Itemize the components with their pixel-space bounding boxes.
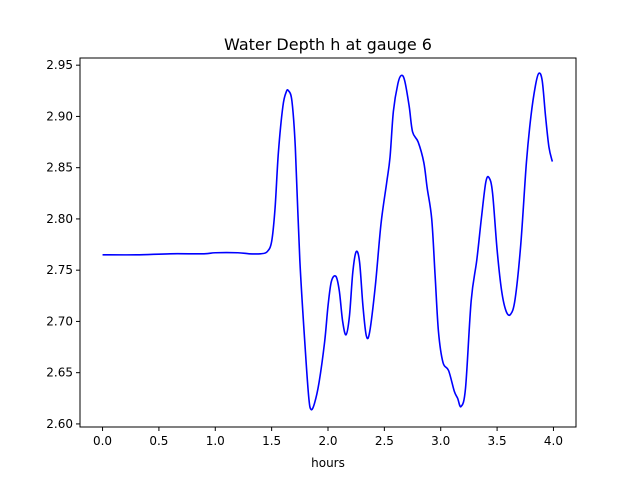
- x-axis: 0.0 0.5 1.0 1.5 2.0 2.5 3.0 3.5 4.0: [93, 427, 563, 448]
- y-tick-label: 2.95: [46, 58, 73, 72]
- x-tick-label: 2.5: [375, 434, 394, 448]
- x-tick-label: 1.0: [206, 434, 225, 448]
- series-line: [102, 72, 554, 411]
- y-tick-label: 2.85: [46, 161, 73, 175]
- x-tick-label: 4.0: [544, 434, 563, 448]
- x-axis-label: hours: [311, 456, 345, 470]
- x-tick-label: 3.5: [488, 434, 507, 448]
- y-tick-label: 2.70: [46, 314, 73, 328]
- plot-area-frame: [79, 57, 577, 428]
- series-layer: [102, 72, 554, 411]
- y-tick-label: 2.60: [46, 417, 73, 431]
- chart-title: Water Depth h at gauge 6: [224, 35, 432, 54]
- x-tick-label: 2.0: [318, 434, 337, 448]
- y-tick-label: 2.75: [46, 263, 73, 277]
- y-tick-label: 2.90: [46, 109, 73, 123]
- x-tick-label: 3.0: [431, 434, 450, 448]
- x-tick-label: 0.5: [149, 434, 168, 448]
- y-axis: 2.60 2.65 2.70 2.75 2.80 2.85 2.90 2.95: [46, 58, 80, 431]
- x-tick-label: 0.0: [93, 434, 112, 448]
- x-tick-label: 1.5: [262, 434, 281, 448]
- y-tick-label: 2.65: [46, 366, 73, 380]
- y-tick-label: 2.80: [46, 212, 73, 226]
